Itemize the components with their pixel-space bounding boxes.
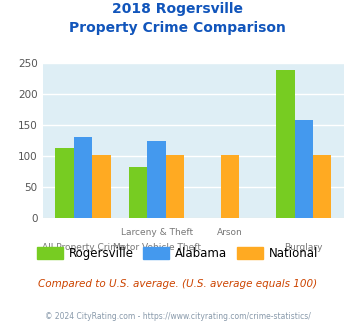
Bar — [166, 155, 184, 218]
Text: 2018 Rogersville: 2018 Rogersville — [112, 2, 243, 16]
Text: Compared to U.S. average. (U.S. average equals 100): Compared to U.S. average. (U.S. average … — [38, 279, 317, 289]
Bar — [129, 167, 147, 218]
Text: Motor Vehicle Theft: Motor Vehicle Theft — [113, 243, 201, 251]
Bar — [74, 137, 92, 218]
Text: Arson: Arson — [217, 228, 243, 237]
Bar — [147, 141, 166, 218]
Bar — [276, 70, 295, 218]
Text: Burglary: Burglary — [285, 243, 323, 251]
Bar — [313, 155, 332, 218]
Text: © 2024 CityRating.com - https://www.cityrating.com/crime-statistics/: © 2024 CityRating.com - https://www.city… — [45, 312, 310, 321]
Legend: Rogersville, Alabama, National: Rogersville, Alabama, National — [32, 242, 323, 265]
Text: All Property Crime: All Property Crime — [42, 243, 124, 251]
Bar — [221, 155, 240, 218]
Bar — [295, 120, 313, 218]
Text: Property Crime Comparison: Property Crime Comparison — [69, 21, 286, 35]
Bar — [55, 148, 74, 218]
Bar — [92, 155, 111, 218]
Text: Larceny & Theft: Larceny & Theft — [121, 228, 193, 237]
